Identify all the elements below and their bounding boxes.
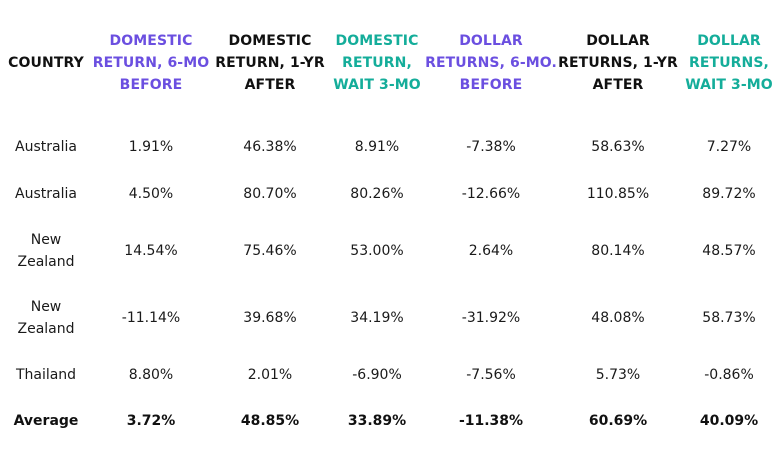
value-cell: 7.27%	[706, 138, 752, 155]
header-domestic-1yr-after: DOMESTIC RETURN, 1-YR AFTER	[215, 33, 325, 93]
value-cell: 46.38%	[243, 138, 297, 155]
average-row: Average 3.72% 48.85% 33.89% -11.38% 60.6…	[0, 398, 780, 444]
header-country: COUNTRY	[8, 55, 84, 71]
value-cell: 80.26%	[350, 185, 404, 202]
value-cell: 2.64%	[468, 242, 514, 259]
value-cell: -12.66%	[461, 185, 521, 202]
value-cell: -31.92%	[461, 309, 521, 326]
value-cell: 80.70%	[243, 185, 297, 202]
value-cell: 58.73%	[702, 309, 756, 326]
value-cell: 34.19%	[350, 309, 404, 326]
average-value-cell: 40.09%	[699, 413, 759, 429]
table-row: Australia 1.91% 46.38% 8.91% -7.38% 58.6…	[0, 123, 780, 170]
value-cell: 48.57%	[702, 242, 756, 259]
country-cell: Australia	[15, 185, 77, 202]
table-row: Australia 4.50% 80.70% 80.26% -12.66% 11…	[0, 170, 780, 217]
value-cell: 58.63%	[591, 138, 645, 155]
value-cell: 39.68%	[243, 309, 297, 326]
table-body: Australia 1.91% 46.38% 8.91% -7.38% 58.6…	[0, 96, 780, 444]
returns-table: COUNTRY DOMESTIC RETURN, 6-MO BEFORE DOM…	[0, 30, 780, 444]
value-cell: -0.86%	[704, 366, 754, 383]
table-row: Thailand 8.80% 2.01% -6.90% -7.56% 5.73%…	[0, 351, 780, 398]
country-cell: Thailand	[15, 366, 77, 383]
average-value-cell: 48.85%	[240, 413, 300, 429]
average-value-cell: 33.89%	[347, 413, 407, 429]
header-row: COUNTRY DOMESTIC RETURN, 6-MO BEFORE DOM…	[0, 30, 780, 96]
value-cell: -7.56%	[466, 366, 516, 383]
table-row: New Zealand -11.14% 39.68% 34.19% -31.92…	[0, 284, 780, 351]
value-cell: 110.85%	[586, 185, 650, 202]
country-cell: Australia	[15, 138, 77, 155]
value-cell: 4.50%	[128, 185, 174, 202]
table-header: COUNTRY DOMESTIC RETURN, 6-MO BEFORE DOM…	[0, 30, 780, 96]
value-cell: 14.54%	[124, 242, 178, 259]
value-cell: -11.14%	[121, 309, 181, 326]
table-row: New Zealand 14.54% 75.46% 53.00% 2.64% 8…	[0, 217, 780, 284]
header-domestic-6mo-before: DOMESTIC RETURN, 6-MO BEFORE	[92, 33, 210, 93]
average-value-cell: 60.69%	[588, 413, 648, 429]
value-cell: 2.01%	[247, 366, 293, 383]
value-cell: -7.38%	[466, 138, 516, 155]
value-cell: 5.73%	[595, 366, 641, 383]
value-cell: 80.14%	[591, 242, 645, 259]
value-cell: -6.90%	[352, 366, 402, 383]
header-spacer	[0, 96, 780, 123]
value-cell: 1.91%	[128, 138, 174, 155]
country-cell: New Zealand	[17, 298, 75, 337]
value-cell: 48.08%	[591, 309, 645, 326]
value-cell: 8.80%	[128, 366, 174, 383]
header-domestic-wait-3mo: DOMESTIC RETURN, WAIT 3-MO	[333, 33, 421, 93]
average-label: Average	[13, 413, 79, 429]
header-dollar-1yr-after: DOLLAR RETURNS, 1-YR AFTER	[558, 33, 678, 93]
average-value-cell: 3.72%	[126, 413, 176, 429]
average-value-cell: -11.38%	[458, 413, 524, 429]
value-cell: 53.00%	[350, 242, 404, 259]
value-cell: 89.72%	[702, 185, 756, 202]
header-dollar-6mo-before: DOLLAR RETURNS, 6-MO. BEFORE	[425, 33, 557, 93]
value-cell: 8.91%	[354, 138, 400, 155]
value-cell: 75.46%	[243, 242, 297, 259]
header-dollar-wait-3mo: DOLLAR RETURNS, WAIT 3-MO	[685, 33, 773, 93]
country-cell: New Zealand	[17, 231, 75, 270]
